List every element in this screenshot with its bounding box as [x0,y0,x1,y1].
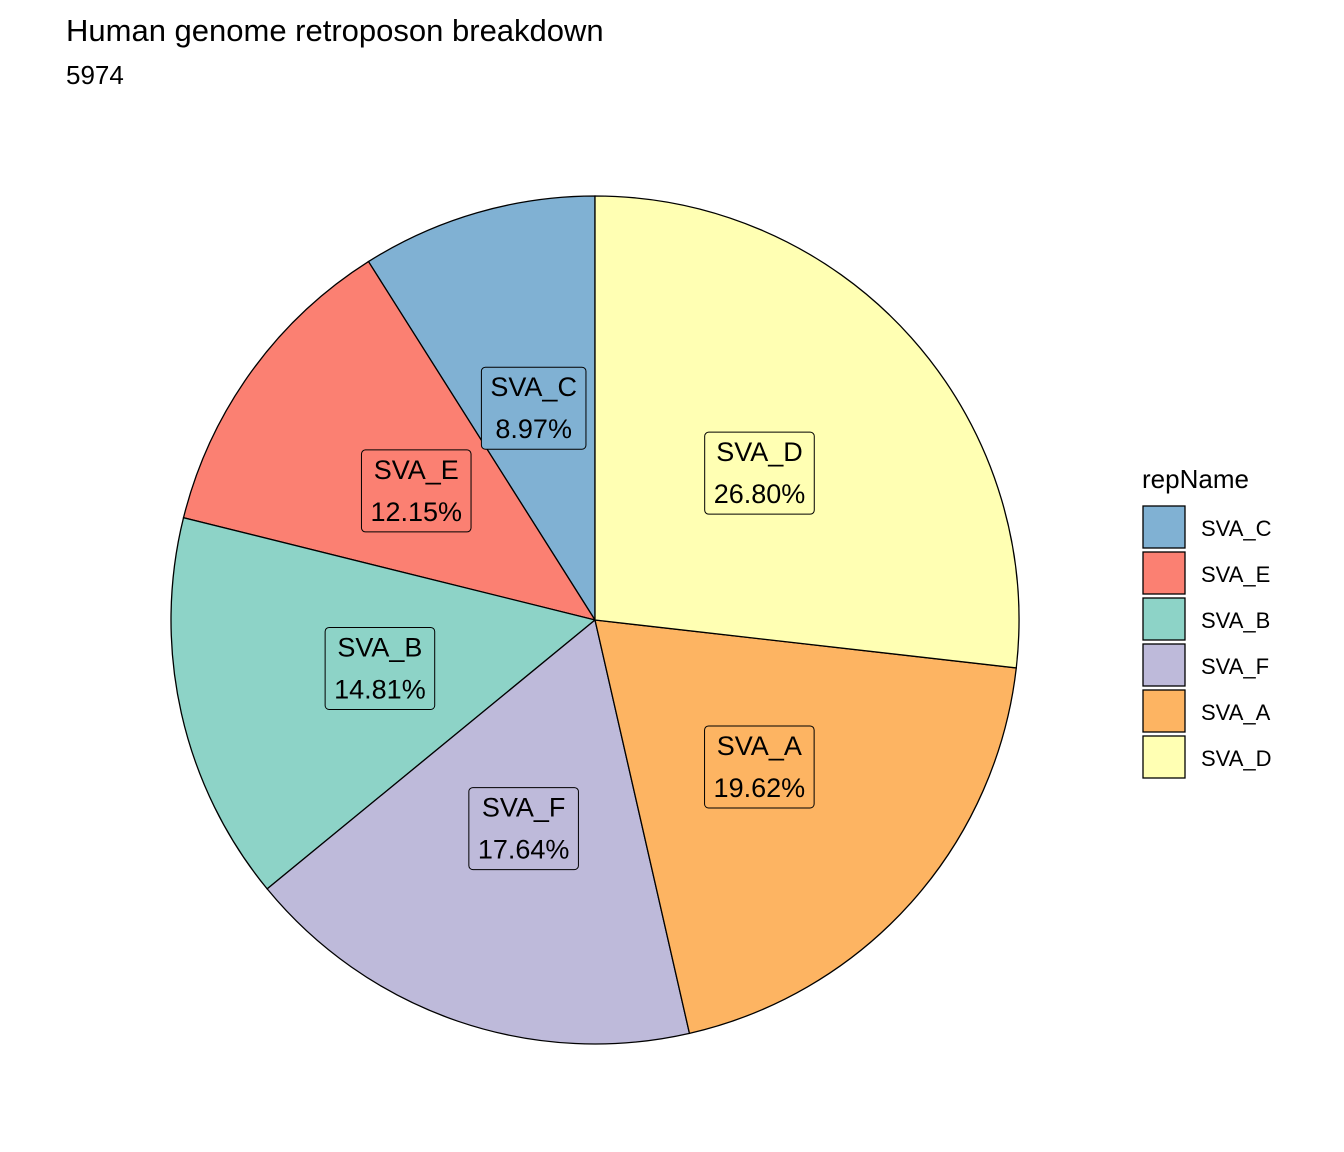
slice-label-value: 26.80% [714,479,806,509]
slice-label-name: SVA_A [717,731,802,761]
slice-label-name: SVA_D [716,437,803,467]
chart-subtitle: 5974 [66,60,124,90]
legend-label-sva-f: SVA_F [1201,654,1269,679]
slice-label-name: SVA_C [490,372,577,402]
slice-label-name: SVA_F [482,793,566,823]
chart-title: Human genome retroposon breakdown [66,13,604,48]
legend-label-sva-d: SVA_D [1201,746,1272,771]
slice-label-value: 8.97% [495,414,572,444]
legend-key-sva-d [1142,735,1186,779]
legend-key-sva-f [1142,643,1186,687]
legend-key-sva-a [1142,689,1186,733]
legend-label-sva-c: SVA_C [1201,516,1272,541]
slice-label-value: 14.81% [334,674,426,704]
legend-key-sva-b [1142,597,1186,641]
slice-label-name: SVA_E [374,455,459,485]
slice-label-box [704,725,815,809]
pie-slice-sva-a [594,619,1017,1035]
slice-label-sva-c: SVA_C 8.97% [480,366,587,450]
slice-label-sva-f: SVA_F 17.64% [468,787,579,871]
slice-label-sva-a: SVA_A 19.62% [704,725,815,809]
slice-label-sva-d: SVA_D 26.80% [704,431,815,515]
slice-label-sva-b: SVA_B 14.81% [324,626,436,710]
slice-label-box [360,449,472,533]
legend: repName SVA_C SVA_E SVA_B SVA_F SVA_A SVA_D [1142,464,1272,779]
slice-label-box [480,366,587,450]
slice-labels: SVA_C 8.97% SVA_E 12.15% SVA_B 14.81% SVA_F 17.… [324,366,815,871]
slice-label-box [324,626,436,710]
slice-label-value: 17.64% [478,835,570,865]
legend-label-sva-b: SVA_B [1201,608,1270,633]
legend-key-sva-e [1142,551,1186,595]
legend-title: repName [1142,464,1249,494]
slice-label-box [468,787,579,871]
pie-slice-sva-e [182,260,597,622]
slice-label-sva-e: SVA_E 12.15% [360,449,472,533]
legend-key-sva-c [1142,505,1186,549]
slice-label-box [704,431,815,515]
slice-label-value: 19.62% [714,773,806,803]
legend-label-sva-e: SVA_E [1201,562,1270,587]
pie-slices [170,195,1020,1045]
legend-items: SVA_C SVA_E SVA_B SVA_F SVA_A SVA_D [1142,505,1272,779]
legend-label-sva-a: SVA_A [1201,700,1271,725]
slice-label-name: SVA_B [337,632,422,662]
slice-label-value: 12.15% [370,497,462,527]
